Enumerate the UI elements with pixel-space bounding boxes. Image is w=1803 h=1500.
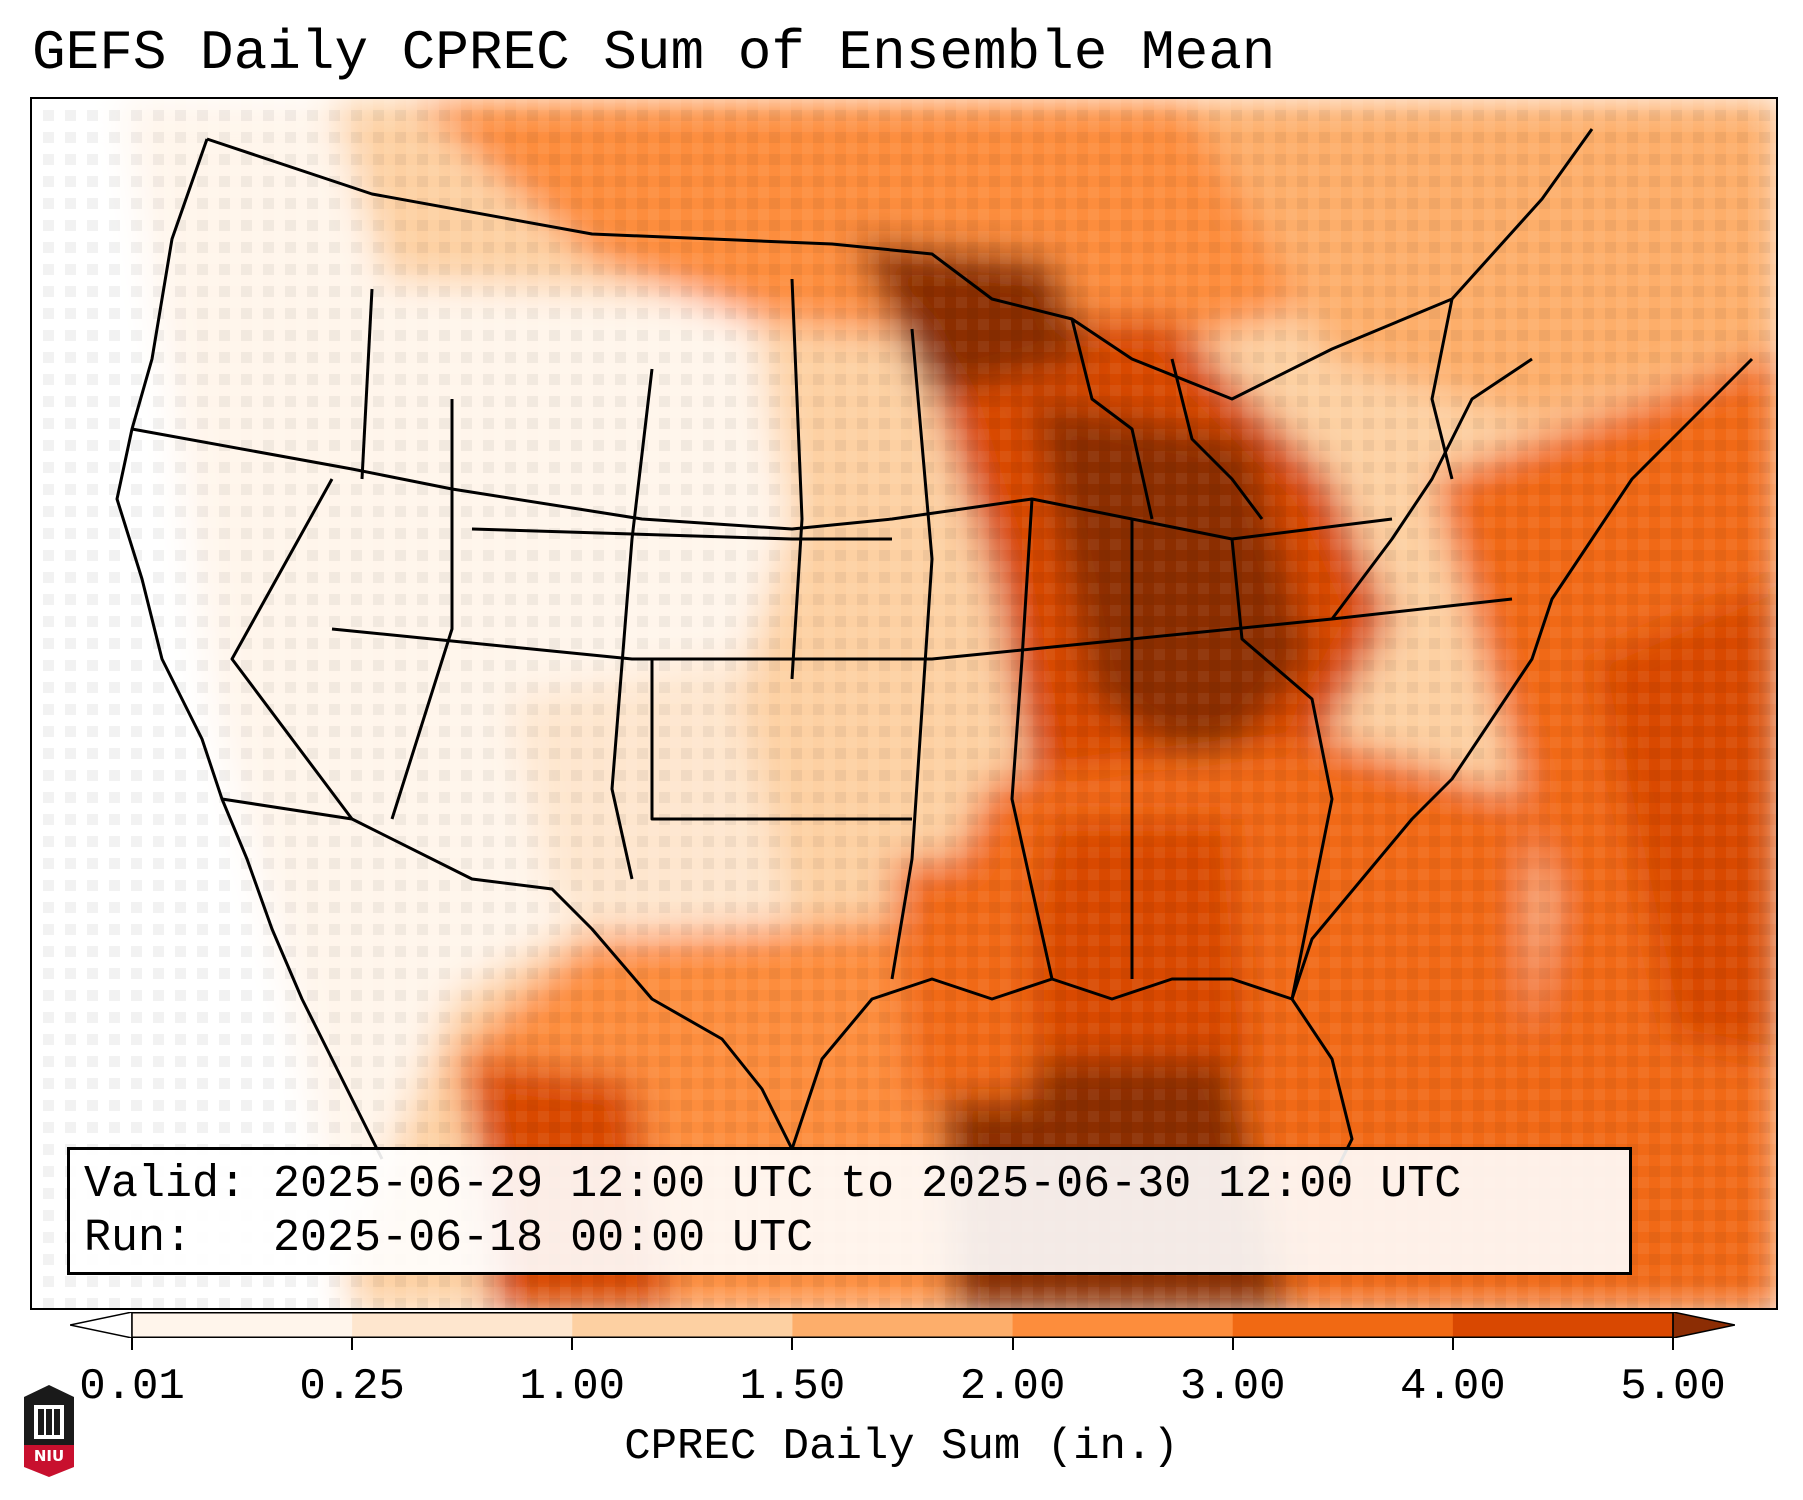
colorbar-outline: [131, 1312, 1674, 1338]
colorbar-bin: [1012, 1312, 1234, 1338]
niu-logo: NIU: [20, 1383, 78, 1479]
colorbar-tick: [571, 1338, 574, 1350]
colorbar-tick-label: 3.00: [1179, 1362, 1286, 1412]
colorbar-tick: [1011, 1338, 1014, 1350]
colorbar-bin: [792, 1312, 1014, 1338]
colorbar-tick: [791, 1338, 794, 1350]
valid-value: 2025-06-29 12:00 UTC to 2025-06-30 12:00…: [273, 1159, 1462, 1210]
colorbar-bin: [132, 1312, 353, 1338]
colorbar-label: CPREC Daily Sum (in.): [624, 1422, 1179, 1472]
colorbar-tick-label: 4.00: [1400, 1362, 1506, 1412]
colorbar-tick: [1672, 1338, 1674, 1350]
colorbar-tick-label: 5.00: [1620, 1362, 1726, 1412]
colorbar-tick-label: 0.25: [299, 1362, 405, 1412]
colorbar-tick: [1451, 1338, 1454, 1350]
colorbar-under-arrow: [70, 1312, 133, 1338]
colorbar-tick: [131, 1338, 133, 1350]
colorbar-ticks: 0.01 0.25 1.00 1.50 2.00 3.00 4.00 5.00: [0, 1338, 1803, 1412]
boundary-lines: [115, 128, 1754, 1180]
niu-logo-text: NIU: [33, 1447, 65, 1465]
run-value: 2025-06-18 00:00 UTC: [273, 1213, 814, 1264]
valid-label: Valid:: [84, 1159, 247, 1210]
colorbar-tick-label: 0.01: [79, 1362, 185, 1412]
colorbar-tick-label: 1.00: [519, 1362, 626, 1412]
colorbar-bin: [572, 1312, 793, 1338]
colorbar-bin: [1452, 1312, 1674, 1338]
niu-logo-icon: [24, 1385, 74, 1477]
colorbar: [70, 1312, 1735, 1338]
colorbar-tick-label: 1.50: [739, 1362, 846, 1412]
colorbar-tick: [351, 1338, 354, 1350]
validity-info-box: Valid: 2025-06-29 12:00 UTC to 2025-06-3…: [67, 1147, 1632, 1275]
colorbar-tick-label: 2.00: [959, 1362, 1066, 1412]
run-line: Run: 2025-06-18 00:00 UTC: [84, 1212, 1615, 1266]
colorbar-bin: [352, 1312, 573, 1338]
precip-map: [30, 97, 1778, 1310]
run-label: Run:: [84, 1213, 193, 1264]
colorbar-tick: [1231, 1338, 1234, 1350]
valid-line: Valid: 2025-06-29 12:00 UTC to 2025-06-3…: [84, 1158, 1615, 1212]
colorbar-bin: [1232, 1312, 1454, 1338]
page-title: GEFS Daily CPREC Sum of Ensemble Mean: [32, 21, 1276, 85]
map-canvas: [32, 99, 1776, 1308]
colorbar-over-arrow: [1672, 1312, 1735, 1338]
